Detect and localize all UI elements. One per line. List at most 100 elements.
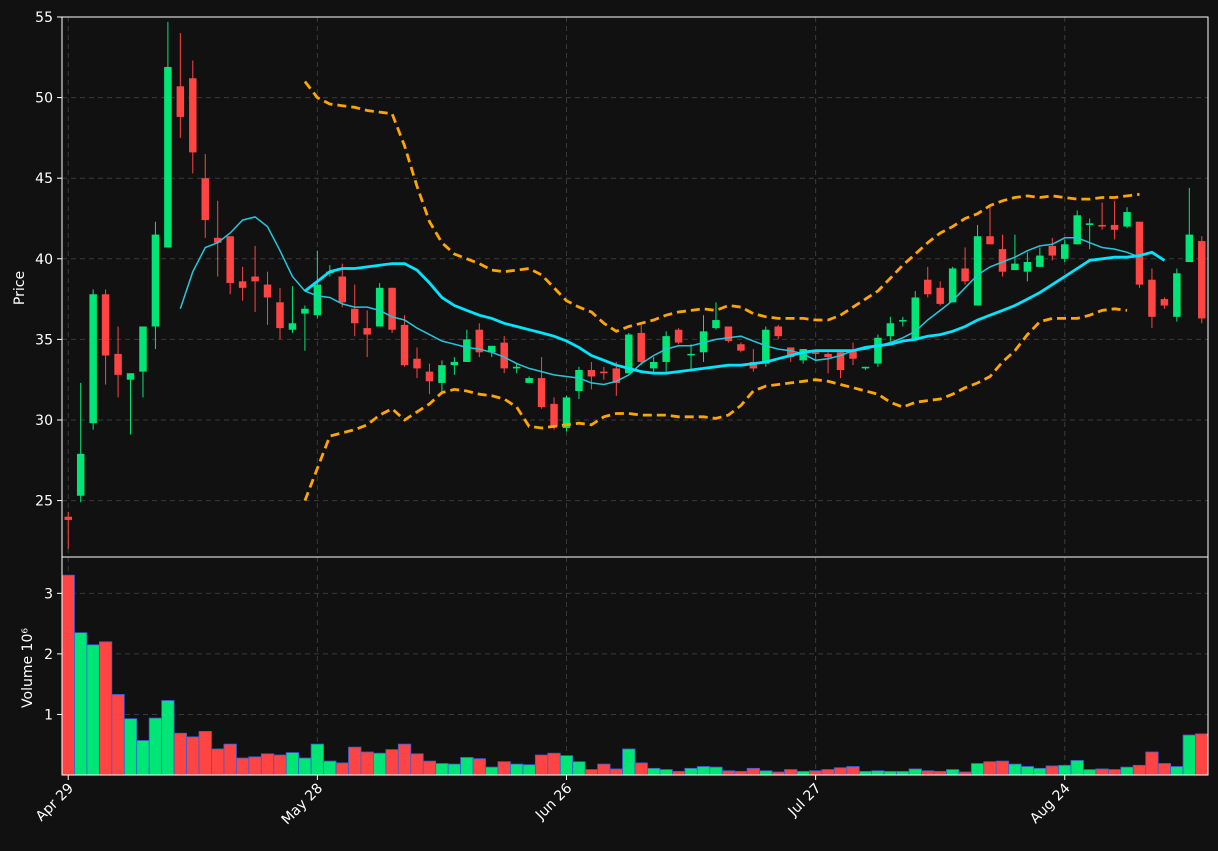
candle-body (649, 361, 658, 369)
candle-body (139, 326, 147, 372)
candle-body (811, 352, 820, 354)
volume-bar (671, 770, 686, 776)
price-axis-label: Price (12, 271, 28, 305)
volume-bar (721, 770, 736, 776)
volume-bar (572, 761, 586, 776)
candle-body (338, 276, 347, 303)
volume-bar (921, 770, 935, 776)
candle-body (512, 366, 521, 369)
candle-body (388, 287, 396, 330)
volume-bar (435, 763, 449, 776)
candle-body (699, 331, 708, 353)
candle-body (749, 361, 758, 369)
volume-bar (260, 753, 275, 776)
volume-bar (173, 732, 187, 776)
volume-bar (709, 766, 723, 776)
candle-body (886, 323, 895, 337)
volume-bar (74, 632, 88, 776)
candle-body (836, 352, 845, 371)
candle-body (1198, 241, 1206, 319)
candle-body (998, 249, 1007, 272)
volume-bar (871, 770, 885, 776)
candle-body (251, 276, 259, 282)
candle-body (288, 323, 297, 330)
candle-body (923, 279, 932, 295)
volume-tick-label: 1 (44, 707, 53, 723)
volume-bar (883, 770, 897, 776)
volume-bar (485, 766, 499, 776)
candle-body (164, 66, 172, 248)
volume-bar (385, 749, 399, 776)
volume-bar (1195, 733, 1209, 776)
candle-body (687, 353, 695, 356)
candle-body (774, 326, 782, 337)
volume-bar (734, 770, 748, 776)
volume-bar (123, 718, 138, 776)
candle-body (824, 353, 832, 358)
volume-bar (946, 769, 960, 776)
volume-bar (422, 760, 437, 776)
volume-bar (148, 717, 163, 776)
candle-body (899, 320, 907, 322)
candle-body (400, 324, 409, 366)
volume-bar (908, 768, 922, 776)
candle-body (238, 281, 247, 288)
volume-bar (858, 770, 873, 776)
volume-bar (833, 767, 848, 776)
volume-bar (896, 770, 910, 776)
candle-body (936, 287, 944, 304)
volume-bar (86, 644, 100, 776)
candle-body (973, 236, 982, 306)
candle-body (463, 339, 471, 362)
volume-bar (460, 757, 474, 776)
volume-bar (497, 761, 511, 776)
candle-body (425, 371, 434, 382)
candle-body (1036, 255, 1044, 267)
candle-body (475, 329, 484, 353)
volume-bar (534, 754, 549, 776)
volume-panel-frame (61, 556, 1209, 776)
candle-body (413, 358, 421, 369)
volume-bar (784, 769, 798, 776)
candle-body (1061, 244, 1069, 259)
volume-bar (335, 762, 349, 776)
volume-tick-label: 2 (44, 647, 53, 663)
volume-bar (397, 743, 412, 776)
candle-body (1048, 245, 1057, 256)
candle-body (575, 370, 583, 391)
candle-body (986, 236, 994, 245)
candle-body (126, 373, 135, 380)
candle-body (712, 320, 720, 329)
price-tick-label: 55 (35, 10, 53, 26)
price-tick-label: 45 (35, 171, 53, 187)
candles (64, 21, 1206, 549)
volume-bar (609, 768, 623, 776)
volume-bar (970, 763, 985, 776)
volume-bar (1145, 751, 1159, 776)
candle-body (313, 284, 322, 316)
candle-body (1160, 299, 1169, 306)
volume-bar (186, 736, 200, 776)
volume-bar (1008, 763, 1022, 776)
candle-body (550, 403, 558, 427)
lower-band-line (303, 307, 1128, 502)
volume-bar (659, 769, 673, 776)
candle-body (213, 237, 222, 243)
upper-band-line (303, 80, 1140, 333)
candle-body (587, 370, 596, 377)
candle-body (861, 366, 870, 369)
candle-body (786, 347, 795, 358)
candle-body (438, 365, 446, 383)
candle-body (64, 516, 72, 520)
candle-body (625, 334, 633, 374)
volume-axis-label: Volume 10⁶ (20, 628, 36, 708)
volume-bar (111, 694, 125, 776)
candle-body (276, 302, 284, 329)
volume-bar (348, 746, 362, 776)
candle-body (600, 371, 608, 374)
candle-body (637, 332, 645, 362)
candle-body (1135, 221, 1144, 285)
candle-body (1073, 215, 1081, 245)
ma-fast-line (179, 216, 1140, 386)
